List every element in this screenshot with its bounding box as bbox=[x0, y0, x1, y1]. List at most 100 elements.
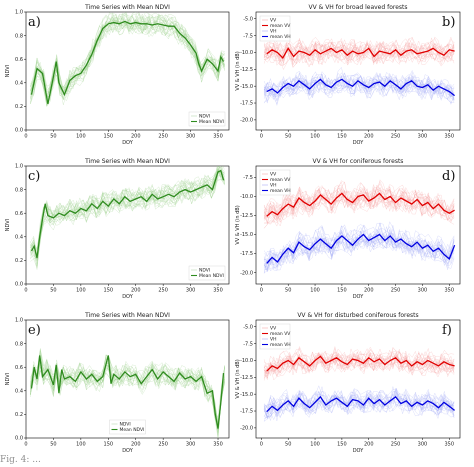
plot-content bbox=[263, 36, 455, 106]
figure: 0 50 100 150 200 250 300 350 0.0 0.2 0.4 0.6 0.8 1.0 T… bbox=[5, 4, 461, 454]
y-tick-label: 1.0 bbox=[15, 318, 23, 324]
series-mean-vh bbox=[266, 395, 455, 413]
y-axis-label: NDVI bbox=[5, 65, 11, 77]
y-tick-label: -7.5 bbox=[243, 33, 253, 39]
plot-content bbox=[263, 345, 455, 422]
legend-entry: mean VV bbox=[270, 23, 291, 29]
individual-trace bbox=[263, 36, 455, 54]
panel-label: a) bbox=[28, 15, 41, 30]
y-tick-label: 1.0 bbox=[15, 10, 23, 16]
y-tick-label: 0.8 bbox=[15, 341, 23, 347]
x-tick-label: 300 bbox=[186, 134, 196, 140]
y-axis-label: VV & VH (in dB) bbox=[235, 205, 241, 244]
x-tick-label: 150 bbox=[337, 288, 347, 294]
legend-entry: mean VH bbox=[270, 188, 291, 194]
x-tick-label: 100 bbox=[310, 442, 320, 448]
x-tick-label: 0 bbox=[260, 288, 263, 294]
panel-c: 0 50 100 150 200 250 300 350 0.0 0.2 0.4 0.6 0.8 1.0 T… bbox=[5, 158, 230, 300]
y-tick-label: -15.0 bbox=[240, 392, 253, 398]
individual-trace bbox=[264, 38, 455, 57]
panel-label: e) bbox=[28, 323, 41, 338]
individual-trace bbox=[263, 192, 455, 225]
individual-trace bbox=[263, 41, 455, 59]
individual-trace bbox=[263, 71, 455, 96]
individual-trace bbox=[30, 169, 225, 270]
y-tick-label: 0.6 bbox=[15, 57, 23, 63]
individual-trace bbox=[30, 172, 225, 262]
legend-entry: VV bbox=[270, 172, 277, 178]
x-tick-label: 350 bbox=[444, 134, 454, 140]
individual-trace bbox=[263, 192, 455, 227]
legend-entry: VH bbox=[270, 337, 276, 343]
individual-trace bbox=[263, 394, 455, 417]
panel-label: b) bbox=[442, 15, 455, 30]
y-tick-label: -10.0 bbox=[240, 50, 253, 56]
x-axis-label: DOY bbox=[122, 294, 134, 300]
x-tick-label: 50 bbox=[285, 442, 291, 448]
legend-entry: VV bbox=[270, 326, 277, 332]
x-tick-label: 300 bbox=[186, 288, 196, 294]
y-tick-label: -15.0 bbox=[240, 84, 253, 90]
legend-entry: NDVI bbox=[120, 422, 131, 428]
panel-label: d) bbox=[442, 169, 455, 184]
legend-entry: VH bbox=[270, 29, 276, 35]
individual-trace bbox=[263, 192, 455, 229]
y-tick-label: -20.0 bbox=[240, 270, 253, 276]
x-tick-label: 0 bbox=[24, 442, 27, 448]
y-tick-label: -5.0 bbox=[243, 324, 253, 330]
individual-trace bbox=[264, 346, 455, 367]
figure-caption: Fig. 4: ... bbox=[0, 455, 41, 465]
x-tick-label: 250 bbox=[158, 134, 168, 140]
x-tick-label: 0 bbox=[24, 288, 27, 294]
panel-label: c) bbox=[28, 169, 40, 184]
y-tick-label: -17.5 bbox=[240, 409, 253, 415]
individual-trace bbox=[263, 399, 455, 422]
series-mean-vh bbox=[266, 78, 455, 97]
y-tick-label: -7.5 bbox=[243, 341, 253, 347]
series-mean-vv bbox=[266, 192, 455, 217]
x-axis-label: DOY bbox=[122, 448, 134, 454]
x-tick-label: 0 bbox=[260, 134, 263, 140]
x-tick-label: 300 bbox=[418, 134, 428, 140]
y-tick-label: -17.5 bbox=[240, 101, 253, 107]
individual-trace bbox=[263, 71, 455, 92]
individual-trace bbox=[264, 188, 455, 223]
x-tick-label: 300 bbox=[418, 442, 428, 448]
x-tick-label: 350 bbox=[213, 134, 223, 140]
individual-trace bbox=[30, 19, 225, 101]
y-tick-label: -12.5 bbox=[240, 67, 253, 73]
x-tick-label: 50 bbox=[285, 288, 291, 294]
y-tick-label: 0.2 bbox=[15, 412, 23, 418]
x-tick-label: 200 bbox=[364, 288, 374, 294]
y-tick-label: 0.6 bbox=[15, 365, 23, 371]
y-tick-label: 0.0 bbox=[15, 282, 23, 288]
x-tick-label: 150 bbox=[337, 442, 347, 448]
legend-entry: Mean NDVI bbox=[120, 427, 145, 433]
x-tick-label: 100 bbox=[76, 442, 86, 448]
y-tick-label: -10.0 bbox=[240, 194, 253, 200]
individual-trace bbox=[30, 170, 225, 251]
individual-trace bbox=[263, 82, 455, 105]
panel-a: 0 50 100 150 200 250 300 350 0.0 0.2 0.4 0.6 0.8 1.0 T… bbox=[5, 4, 230, 146]
legend-entry: NDVI bbox=[199, 268, 210, 274]
plot-content bbox=[30, 166, 225, 270]
individual-trace bbox=[264, 80, 455, 104]
individual-trace bbox=[263, 75, 455, 100]
y-tick-label: 0.0 bbox=[15, 128, 23, 134]
x-tick-label: 300 bbox=[418, 288, 428, 294]
x-tick-label: 250 bbox=[391, 442, 401, 448]
y-tick-label: -12.5 bbox=[240, 375, 253, 381]
legend-box bbox=[188, 265, 226, 281]
x-tick-label: 250 bbox=[158, 288, 168, 294]
individual-trace bbox=[30, 172, 225, 260]
legend-entry: VH bbox=[270, 183, 276, 189]
x-tick-label: 100 bbox=[310, 288, 320, 294]
y-tick-label: -5.0 bbox=[243, 16, 253, 22]
x-tick-label: 50 bbox=[50, 288, 56, 294]
y-tick-label: 0.8 bbox=[15, 187, 23, 193]
x-tick-label: 50 bbox=[50, 442, 56, 448]
y-axis-label: VV & VH (in dB) bbox=[235, 359, 241, 398]
x-tick-label: 200 bbox=[131, 134, 141, 140]
individual-trace bbox=[263, 36, 455, 57]
